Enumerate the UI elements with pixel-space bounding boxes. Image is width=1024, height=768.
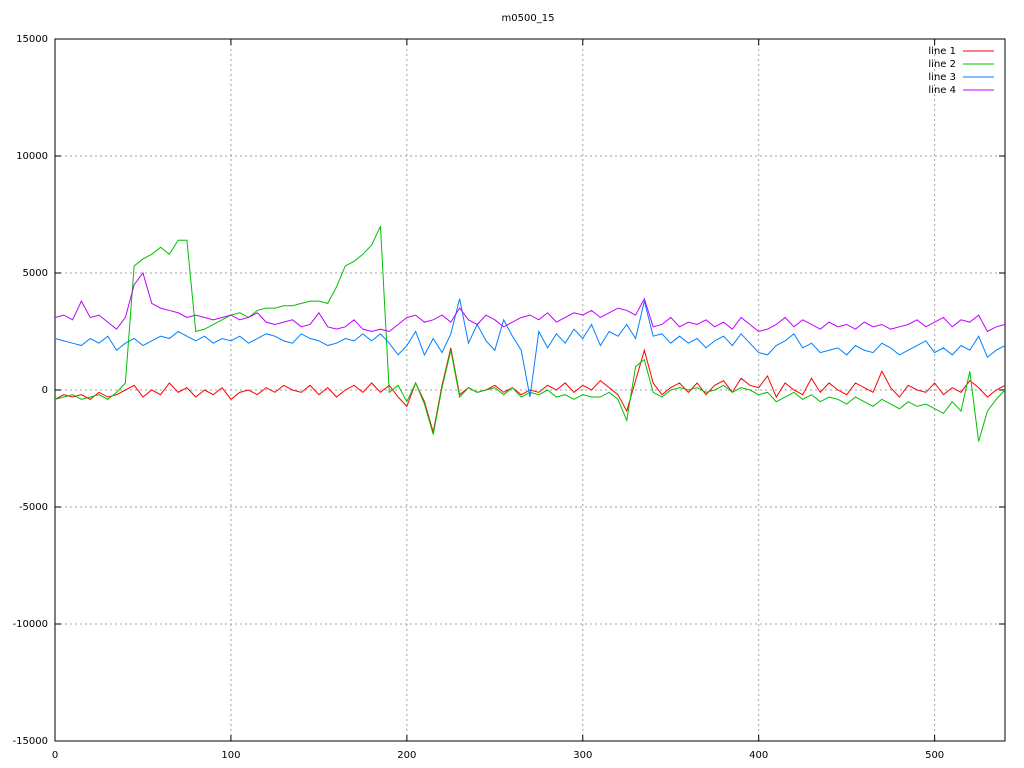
- x-tick-label: 500: [925, 750, 944, 761]
- y-tick-label: -5000: [19, 502, 48, 513]
- y-tick-label: 15000: [16, 34, 48, 45]
- x-tick-label: 200: [397, 750, 416, 761]
- legend-label: line 4: [928, 85, 956, 96]
- x-tick-label: 100: [221, 750, 240, 761]
- legend-label: line 2: [928, 59, 956, 70]
- x-tick-label: 300: [573, 750, 592, 761]
- data-line: [54, 271, 1006, 333]
- data-line: [54, 225, 1006, 442]
- data-line: [54, 298, 1006, 398]
- x-tick-label: 400: [749, 750, 768, 761]
- y-tick-label: 5000: [23, 268, 48, 279]
- data-line: [54, 347, 1006, 433]
- y-tick-label: -10000: [13, 619, 48, 630]
- chart-title: m0500_15: [502, 13, 555, 24]
- y-tick-label: 10000: [16, 151, 48, 162]
- legend-label: line 1: [928, 46, 956, 57]
- y-tick-label: -15000: [13, 736, 48, 747]
- x-tick-label: 0: [52, 750, 58, 761]
- legend-label: line 3: [928, 72, 956, 83]
- y-tick-label: 0: [42, 385, 48, 396]
